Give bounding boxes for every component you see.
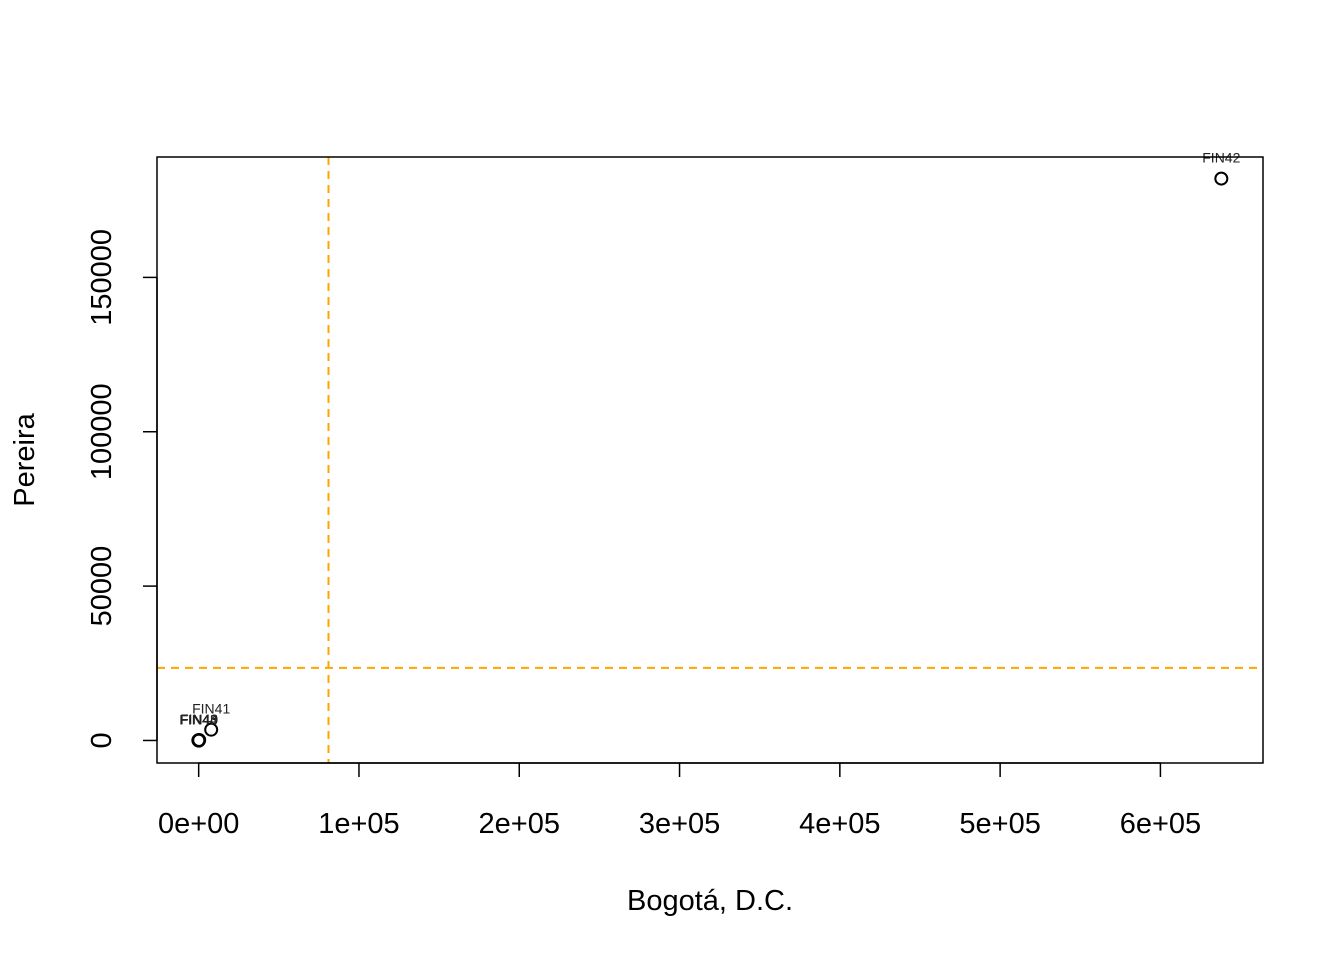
y-tick-label: 0 [86, 732, 118, 748]
x-tick-label: 3e+05 [639, 808, 720, 840]
data-point-label: FIN40 [180, 711, 218, 727]
data-point [1214, 171, 1229, 186]
data-point-label: FIN41 [192, 701, 230, 717]
data-points [191, 171, 1229, 748]
x-axis: 0e+00 1e+05 2e+05 3e+05 4e+05 5e+05 6e+05 [158, 762, 1201, 840]
plot-frame [156, 156, 1264, 764]
x-axis-title: Bogotá, D.C. [627, 885, 793, 917]
y-tick-label: 150000 [86, 229, 118, 326]
x-tick-label: 1e+05 [318, 808, 399, 840]
data-point-label: FIN45 [180, 712, 218, 728]
x-tick-label: 0e+00 [158, 808, 239, 840]
data-point-label: FIN44 [179, 711, 217, 727]
reference-lines [157, 157, 1263, 763]
data-point [204, 722, 219, 737]
y-tick-label: 100000 [86, 383, 118, 480]
y-axis-title: Pereira [9, 412, 41, 506]
x-tick-label: 5e+05 [959, 808, 1040, 840]
x-tick-label: 6e+05 [1120, 808, 1201, 840]
x-tick-label: 2e+05 [479, 808, 560, 840]
data-point [191, 733, 206, 748]
y-tick-label: 50000 [86, 546, 118, 627]
y-axis: 0 50000 100000 150000 [86, 229, 158, 749]
data-point-label: FIN43 [180, 711, 218, 727]
x-tick-label: 4e+05 [799, 808, 880, 840]
